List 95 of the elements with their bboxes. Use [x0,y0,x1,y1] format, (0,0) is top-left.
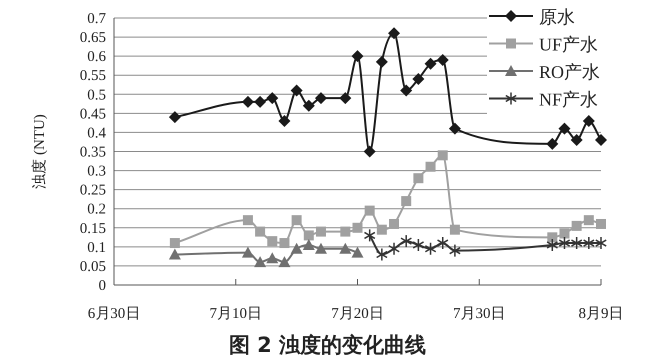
y-tick-label: 0.35 [80,144,106,160]
y-tick-label: 0.1 [87,240,106,256]
point [266,252,278,264]
point [339,242,352,254]
point [389,218,400,229]
point [412,238,424,252]
point [242,215,253,226]
point [376,56,388,68]
point [254,96,266,108]
point [339,92,352,104]
point [570,236,583,250]
point [278,114,290,127]
point [388,27,400,40]
y-tick-label: 0 [98,278,106,294]
y-tick-label: 0.15 [80,220,106,237]
y-axis-title: 浊度 (NTU) [31,114,48,189]
point [582,236,595,250]
x-tick-label: 8月9日 [578,306,624,322]
point [559,228,570,239]
point [546,238,558,252]
point [168,111,181,124]
point [448,122,461,135]
point [242,246,254,258]
point [314,92,327,104]
x-tick-label: 6月30日 [88,306,140,322]
point [364,206,375,216]
y-tick-label: 0.4 [87,125,106,142]
point [595,236,607,250]
x-tick-label: 7月10日 [210,306,262,322]
point [254,256,266,268]
y-tick-label: 0.05 [80,258,106,275]
legend-label: UF产水 [539,34,598,54]
point [426,162,436,172]
point [302,238,315,250]
x-tick-label: 7月30日 [453,306,506,322]
point [290,242,303,254]
point [400,234,412,248]
point [302,100,315,112]
text: 图 2 浊度的变化曲线 [228,333,426,357]
y-tick-label: 0.25 [80,182,106,199]
point [267,236,278,246]
point [292,215,302,226]
point [376,248,388,262]
point [436,236,449,250]
point [266,92,278,104]
point [547,232,558,242]
point [352,50,364,62]
point [570,134,583,146]
y-tick-label: 0.3 [87,164,106,180]
point [424,58,437,70]
point [584,215,594,226]
point [364,228,376,242]
point [279,238,290,248]
y-tick-label: 0.2 [87,202,106,218]
point [314,242,327,254]
x-tick-label: 7月20日 [331,306,384,322]
point [450,224,460,235]
point [436,54,449,66]
y-tick-label: 0.45 [80,106,106,122]
point [596,218,606,229]
point [582,114,595,127]
y-tick-label: 0.65 [80,30,106,46]
y-tick-label: 0.7 [87,11,106,27]
point [546,138,558,150]
point [170,238,180,248]
point [388,242,400,256]
point [413,173,424,184]
point [242,96,254,108]
point [401,196,412,206]
point [424,242,436,256]
legend-label: 原水 [539,7,575,27]
point [290,84,303,96]
y-tick-label: 0.55 [80,68,106,84]
point [558,122,570,135]
y-tick-label: 0.5 [87,87,106,104]
point [595,134,607,146]
point [340,226,350,237]
point [364,146,376,158]
point [352,222,362,233]
legend-label: NF产水 [539,90,598,110]
point [304,230,314,240]
point [316,226,326,237]
point [352,246,364,258]
point [448,244,461,258]
point [278,256,290,268]
point [376,224,387,235]
y-tick-label: 0.6 [87,49,106,66]
point [255,226,266,237]
point [438,150,448,160]
point [412,73,424,86]
point [572,220,582,231]
point [558,236,570,250]
point [168,248,181,260]
point [400,84,412,96]
legend-label: RO产水 [539,62,600,82]
